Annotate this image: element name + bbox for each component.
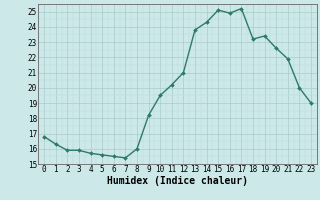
X-axis label: Humidex (Indice chaleur): Humidex (Indice chaleur) (107, 176, 248, 186)
